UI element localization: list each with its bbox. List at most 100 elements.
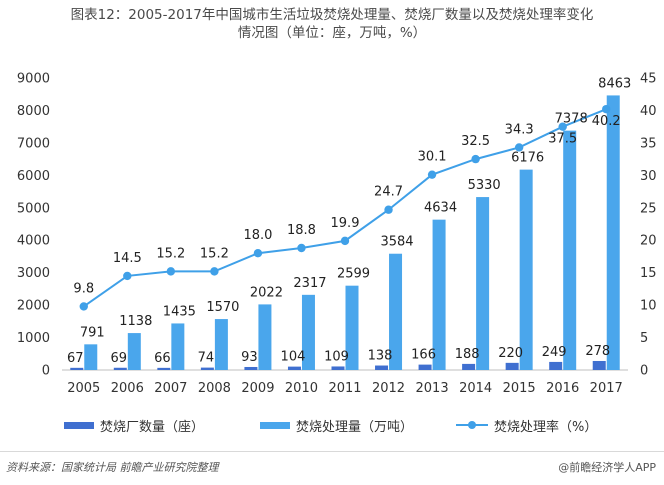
data-label-plant-count: 138 <box>368 349 393 364</box>
data-label-plant-count: 249 <box>542 345 567 360</box>
data-label-incineration-volume: 6176 <box>511 151 544 166</box>
bar-incineration-volume <box>563 130 577 370</box>
data-label-incineration-rate: 32.5 <box>461 134 490 149</box>
y-left-tick-label: 0 <box>42 364 50 379</box>
data-label-plant-count: 66 <box>154 351 171 366</box>
data-label-plant-count: 109 <box>324 349 349 364</box>
data-label-plant-count: 220 <box>498 346 523 361</box>
data-label-incineration-rate: 24.7 <box>374 185 403 200</box>
bar-plant-count <box>375 365 389 370</box>
point-incineration-rate <box>253 249 263 258</box>
y-left-tick-label: 5000 <box>17 201 50 216</box>
point-incineration-rate <box>166 267 176 276</box>
chart-title-line-1: 图表12：2005-2017年中国城市生活垃圾焚烧处理量、焚烧厂数量以及焚烧处理… <box>70 7 594 23</box>
legend-label-incineration-rate: 焚烧处理率（%） <box>494 419 598 435</box>
bar-incineration-volume <box>519 169 533 370</box>
data-label-incineration-volume: 2599 <box>337 267 370 282</box>
point-incineration-rate <box>297 243 306 253</box>
y-left-tick-label: 9000 <box>17 72 50 87</box>
bar-plant-count <box>287 366 301 370</box>
legend-swatch-incineration-volume <box>260 421 290 429</box>
x-tick-label: 2011 <box>328 381 361 396</box>
data-label-incineration-volume: 1138 <box>119 314 152 329</box>
bar-incineration-volume <box>258 304 272 370</box>
y-left-tick-label: 3000 <box>17 266 50 281</box>
x-tick-label: 2010 <box>285 381 318 396</box>
x-tick-label: 2006 <box>111 381 144 396</box>
bar-incineration-volume <box>476 197 490 370</box>
point-incineration-rate <box>558 122 567 131</box>
data-label-incineration-volume: 2022 <box>250 285 283 300</box>
data-label-incineration-rate: 15.2 <box>156 246 185 261</box>
bar-plant-count <box>157 367 171 370</box>
data-label-incineration-rate: 40.2 <box>592 114 621 129</box>
data-label-plant-count: 104 <box>281 350 306 365</box>
legend-swatch-plant-count <box>64 421 94 429</box>
bar-plant-count <box>549 361 563 370</box>
x-tick-label: 2007 <box>154 381 187 396</box>
y-left-tick-label: 7000 <box>17 136 50 151</box>
data-label-incineration-volume: 7378 <box>555 112 588 127</box>
credit-note: @前瞻经济学人APP <box>558 461 656 474</box>
bar-incineration-volume <box>389 253 403 370</box>
y-right-tick-label: 35 <box>640 136 657 151</box>
legend-label-incineration-volume: 焚烧处理量（万吨） <box>296 419 414 435</box>
data-label-plant-count: 67 <box>67 351 84 366</box>
x-tick-label: 2009 <box>241 381 274 396</box>
bar-plant-count <box>113 367 127 370</box>
y-right-tick-label: 0 <box>640 364 648 379</box>
y-left-tick-label: 6000 <box>17 169 50 184</box>
point-incineration-rate <box>602 104 611 114</box>
bar-plant-count <box>70 367 84 370</box>
y-right-tick-label: 5 <box>640 331 648 346</box>
x-tick-label: 2016 <box>546 381 579 396</box>
data-label-incineration-rate: 15.2 <box>200 246 229 261</box>
data-label-incineration-rate: 34.3 <box>505 122 534 137</box>
data-label-incineration-volume: 1570 <box>206 300 239 315</box>
legend-item-incineration-volume: 焚烧处理量（万吨） <box>260 413 413 437</box>
point-incineration-rate <box>514 143 524 152</box>
data-label-incineration-volume: 4634 <box>424 201 457 216</box>
bar-plant-count <box>505 362 519 370</box>
y-right-tick-label: 15 <box>640 266 657 281</box>
bar-incineration-volume <box>127 333 141 370</box>
point-incineration-rate <box>471 154 480 164</box>
data-label-incineration-rate: 18.0 <box>243 228 272 243</box>
data-label-plant-count: 74 <box>198 351 215 366</box>
x-tick-label: 2014 <box>459 381 492 396</box>
y-right-tick-label: 30 <box>640 169 657 184</box>
x-tick-label: 2013 <box>416 381 449 396</box>
point-incineration-rate <box>384 205 393 214</box>
point-incineration-rate <box>79 302 88 311</box>
legend-item-plant-count: 焚烧厂数量（座） <box>64 413 204 437</box>
chart-title: 图表12：2005-2017年中国城市生活垃圾焚烧处理量、焚烧厂数量以及焚烧处理… <box>0 6 664 42</box>
bar-incineration-volume <box>214 319 228 370</box>
x-tick-label: 2017 <box>590 381 623 396</box>
data-label-incineration-volume: 791 <box>80 325 105 340</box>
point-incineration-rate <box>123 271 132 281</box>
data-label-incineration-rate: 18.8 <box>287 223 316 238</box>
y-left-tick-label: 1000 <box>17 331 50 346</box>
chart-legend: 焚烧厂数量（座） 焚烧处理量（万吨） 焚烧处理率（%） <box>0 413 664 437</box>
y-left-tick-label: 2000 <box>17 299 50 314</box>
data-label-incineration-rate: 9.8 <box>73 281 94 296</box>
data-label-incineration-rate: 30.1 <box>418 150 447 165</box>
point-incineration-rate <box>427 170 437 179</box>
chart-title-line-2: 情况图（单位：座，万吨，%） <box>237 25 427 41</box>
data-label-incineration-volume: 5330 <box>468 178 501 193</box>
y-right-tick-label: 40 <box>640 104 657 119</box>
data-label-incineration-volume: 8463 <box>598 76 631 91</box>
data-label-plant-count: 69 <box>111 351 128 366</box>
bar-incineration-volume <box>606 95 620 370</box>
footer-divider <box>0 451 664 452</box>
legend-swatch-incineration-rate <box>456 420 488 430</box>
data-label-plant-count: 93 <box>241 350 258 365</box>
y-left-tick-label: 8000 <box>17 104 50 119</box>
legend-label-plant-count: 焚烧厂数量（座） <box>100 419 205 435</box>
bar-plant-count <box>331 366 345 370</box>
data-label-plant-count: 166 <box>411 348 436 363</box>
source-note: 资料来源：国家统计局 前瞻产业研究院整理 <box>6 461 219 474</box>
bar-incineration-volume <box>432 219 446 370</box>
point-incineration-rate <box>340 236 350 246</box>
